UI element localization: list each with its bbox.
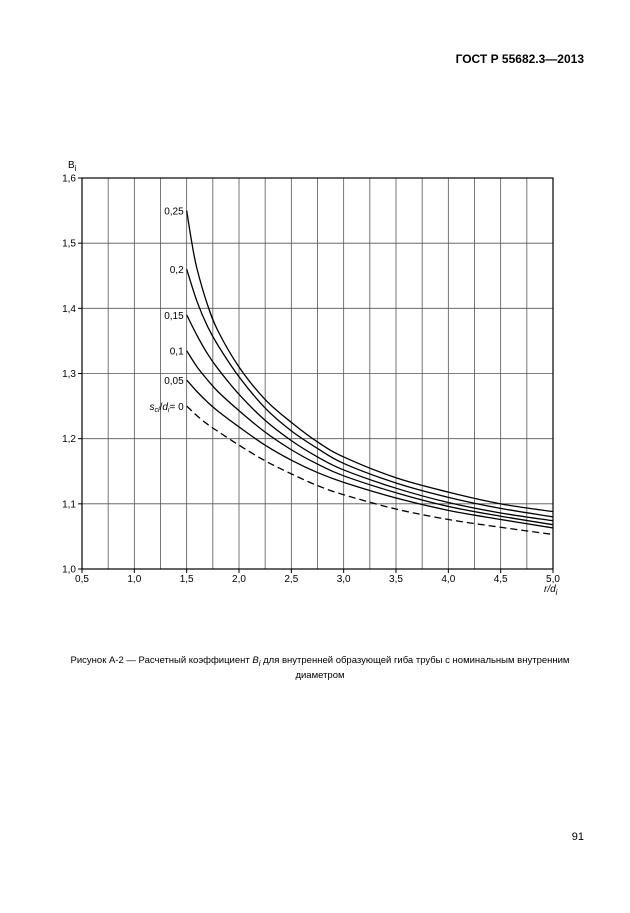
base-label-eq: = 0 bbox=[169, 402, 184, 413]
y-axis-label: Bi bbox=[68, 160, 77, 173]
series-line-4 bbox=[186, 379, 554, 529]
y-tick-label: 1,4 bbox=[62, 304, 76, 315]
base-label-slash: / bbox=[160, 402, 163, 413]
x-tick-label: 1,0 bbox=[127, 574, 141, 585]
x-axis-label: r/di bbox=[544, 584, 558, 597]
x-tick-label: 4,5 bbox=[494, 574, 508, 585]
curve-label: 0,25 bbox=[164, 207, 184, 218]
base-label-s: s bbox=[150, 402, 155, 413]
curve-label: 0,2 bbox=[170, 265, 184, 276]
y-tick-label: 1,3 bbox=[62, 369, 76, 380]
y-tick-label: 1,1 bbox=[62, 499, 76, 510]
series-line-0 bbox=[186, 210, 554, 513]
chart-series bbox=[186, 210, 554, 536]
y-tick-label: 1,2 bbox=[62, 434, 76, 445]
caption-line2: диаметром bbox=[295, 669, 345, 681]
x-axis-label-sub: i bbox=[556, 588, 558, 597]
caption-text-pre: Рисунок А-2 — Расчетный коэффициент bbox=[70, 655, 253, 666]
x-tick-label: 4,0 bbox=[441, 574, 455, 585]
base-label-s-sub: cl bbox=[155, 407, 161, 414]
chart-grid bbox=[81, 177, 554, 570]
x-tick-label: 2,5 bbox=[284, 574, 298, 585]
caption-symbol-sub: i bbox=[258, 658, 261, 668]
base-label-d-sub: i bbox=[168, 407, 170, 414]
series-line-2 bbox=[186, 314, 554, 522]
chart-labels: 0,25 0,2 0,15 0,1 0,05 scl/di= 0 bbox=[150, 207, 185, 415]
caption-text-post: для внутренней образующей гиба трубы с н… bbox=[260, 655, 570, 666]
caption-symbol: B bbox=[252, 655, 259, 666]
chart-axes: 0,5 1,0 1,5 2,0 2,5 3,0 3,5 4,0 4,5 5,01,01,11,21… bbox=[62, 160, 560, 597]
series-line-1 bbox=[186, 269, 554, 518]
y-tick-label: 1,6 bbox=[62, 174, 76, 185]
x-tick-label: 1,5 bbox=[180, 574, 194, 585]
x-tick-label: 5,0 bbox=[546, 574, 560, 585]
x-tick-label: 2,0 bbox=[232, 574, 246, 585]
series-line-5 bbox=[186, 405, 554, 536]
figure-caption: Рисунок А-2 — Расчетный коэффициент Bi д… bbox=[40, 655, 600, 682]
curve-label: 0,05 bbox=[164, 376, 184, 387]
base-curve-label: scl/di= 0 bbox=[150, 402, 185, 414]
curve-label: 0,1 bbox=[170, 347, 184, 358]
x-tick-label: 3,5 bbox=[389, 574, 403, 585]
page-number: 91 bbox=[571, 831, 584, 843]
document-id: ГОСТ Р 55682.3—2013 bbox=[455, 52, 584, 66]
y-axis-label-sub: i bbox=[75, 164, 77, 173]
y-tick-label: 1,5 bbox=[62, 239, 76, 250]
x-tick-label: 0,5 bbox=[75, 574, 89, 585]
series-line-3 bbox=[186, 350, 554, 526]
base-label-d: d bbox=[162, 402, 168, 413]
y-tick-label: 1,0 bbox=[62, 565, 76, 576]
curve-label: 0,15 bbox=[164, 311, 184, 322]
x-tick-label: 3,0 bbox=[337, 574, 351, 585]
